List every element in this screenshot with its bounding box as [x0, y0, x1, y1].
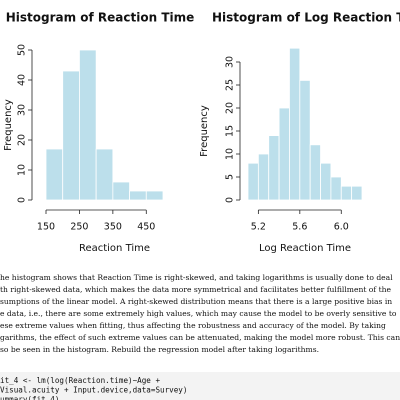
bar [129, 190, 147, 201]
y-tick-label: 15 [225, 125, 236, 137]
paragraph-line: so be seen in the histogram. Rebuild the… [0, 345, 319, 354]
y-tick-label: 10 [225, 148, 236, 160]
y-tick-label: 20 [225, 102, 236, 114]
code-line: ummary(fit_4) [0, 395, 59, 400]
x-tick-label: 5.2 [251, 222, 266, 233]
y-tick-label: 20 [17, 134, 28, 146]
x-axis-label: Reaction Time [79, 243, 150, 254]
x-tick-label: 6.0 [334, 222, 349, 233]
y-tick-label: 0 [225, 197, 236, 203]
y-tick-label: 10 [17, 164, 28, 176]
x-tick-label: 350 [104, 222, 122, 233]
y-tick-label: 0 [17, 197, 28, 203]
bar [351, 185, 363, 201]
bar [247, 162, 259, 201]
bar [330, 176, 342, 201]
code-line: Visual.acuity + Input.device,data=Survey… [0, 386, 187, 395]
paragraph-line: ese extreme values when fitting, thus af… [0, 321, 386, 330]
chart-title: Histogram of Log Reaction Time [212, 11, 400, 25]
bar [299, 80, 311, 201]
y-tick-label: 40 [17, 74, 28, 86]
paragraph-line: he histogram shows that Reaction Time is… [0, 273, 393, 282]
x-axis-label: Log Reaction Time [259, 243, 351, 254]
x-tick-label: 5.6 [292, 222, 307, 233]
y-tick-label: 25 [225, 79, 236, 91]
y-tick-label: 5 [225, 174, 236, 180]
bar [45, 148, 64, 201]
y-tick-label: 50 [17, 44, 28, 56]
x-tick-label: 450 [137, 222, 155, 233]
bar [278, 107, 290, 201]
bar [268, 135, 280, 201]
code-line: it_4 <- lm(log(Reaction.time)~Age + [0, 376, 160, 385]
bar [145, 190, 164, 201]
bar [340, 185, 353, 201]
bar [62, 70, 80, 201]
y-axis-label: Frequency [3, 99, 14, 151]
x-tick-label: 150 [37, 222, 55, 233]
code-block [0, 372, 400, 400]
chart-title: Histogram of Reaction Time [6, 11, 195, 25]
paragraph-line: garithms, the effect of such extreme val… [0, 333, 400, 342]
bar [289, 47, 301, 201]
paragraph-line: e data, i.e., there are some extremely h… [0, 309, 397, 318]
bar [320, 162, 332, 201]
content: Histogram of Reaction Time01020304050Fre… [0, 11, 400, 400]
bar [95, 148, 114, 201]
bar [79, 49, 97, 201]
bar [257, 153, 270, 201]
paragraph-line: sumptions of the linear model. A right-s… [0, 297, 392, 306]
paragraph-line: th right-skewed data, which makes the da… [0, 285, 392, 294]
bar [309, 144, 321, 201]
x-tick-label: 250 [70, 222, 88, 233]
bar [112, 181, 130, 201]
y-axis-label: Frequency [199, 105, 210, 157]
y-tick-label: 30 [17, 104, 28, 116]
y-tick-label: 30 [225, 56, 236, 68]
